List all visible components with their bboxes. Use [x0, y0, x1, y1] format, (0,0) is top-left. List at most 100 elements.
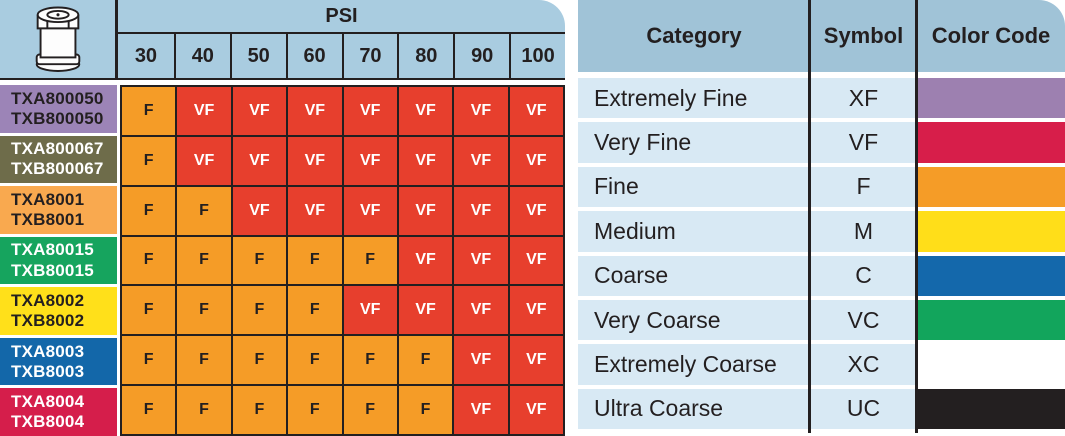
nozzle-row-label: TXA8001 TXB8001	[0, 186, 117, 237]
droplet-cell-90psi: VF	[453, 235, 509, 286]
psi-col-80: 80	[397, 34, 453, 78]
droplet-cell-80psi: VF	[397, 185, 454, 236]
droplet-cell-60psi: F	[287, 335, 343, 386]
legend-category: Coarse	[578, 255, 810, 296]
droplet-cell-60psi: F	[287, 235, 343, 286]
psi-col-50: 50	[229, 34, 286, 78]
nozzle-row-label: TXA800050 TXB800050	[0, 85, 117, 136]
nozzle-cell	[0, 0, 115, 80]
psi-col-90: 90	[453, 34, 509, 78]
psi-col-100: 100	[509, 34, 565, 78]
droplet-cell-70psi: F	[342, 335, 398, 386]
droplet-cell-90psi: VF	[453, 285, 509, 336]
droplet-cell-100psi: VF	[508, 285, 564, 336]
column-divider-category-symbol	[808, 0, 811, 433]
droplet-cell-80psi: VF	[397, 285, 454, 336]
legend-symbol: XC	[810, 344, 917, 385]
psi-header-area: PSI 30 40 50 60 70 80 90 100	[115, 0, 565, 80]
droplet-cell-40psi: F	[176, 185, 232, 236]
droplet-cell-70psi: VF	[342, 135, 398, 186]
legend-category: Fine	[578, 166, 810, 208]
nozzle-label-column: TXA800050 TXB800050 TXA800067 TXB800067 TXA8…	[0, 85, 117, 436]
droplet-cell-100psi: VF	[508, 185, 564, 236]
legend-row: Medium M	[578, 211, 1065, 252]
legend-color-swatch	[917, 388, 1065, 429]
droplet-cell-90psi: VF	[453, 135, 509, 186]
droplet-cell-30psi: F	[121, 235, 177, 286]
legend-symbol: XF	[810, 78, 917, 119]
droplet-cell-80psi: VF	[397, 235, 454, 286]
droplet-cell-50psi: VF	[231, 185, 288, 236]
droplet-cell-80psi: VF	[397, 86, 454, 136]
droplet-cell-100psi: VF	[508, 335, 564, 386]
nozzle-code: TXB8004	[11, 412, 85, 432]
legend-row: Very Coarse VC	[578, 299, 1065, 341]
legend-table: Category Symbol Color Code Extremely Fin…	[578, 0, 1065, 436]
droplet-cell-50psi: F	[231, 285, 288, 336]
droplet-cell-80psi: F	[397, 385, 454, 435]
legend-header: Category Symbol Color Code	[578, 0, 1065, 72]
legend-color-swatch	[917, 255, 1065, 296]
nozzle-code: TXB8002	[11, 311, 85, 331]
nozzle-row-label: TXA8002 TXB8002	[0, 287, 117, 338]
psi-table-header: PSI 30 40 50 60 70 80 90 100	[0, 0, 565, 80]
psi-col-30: 30	[134, 44, 158, 67]
nozzle-row-label: TXA800067 TXB800067	[0, 135, 117, 187]
legend-row: Ultra Coarse UC	[578, 388, 1065, 429]
droplet-cell-70psi: VF	[342, 86, 398, 136]
legend-row: Extremely Coarse XC	[578, 344, 1065, 385]
legend-color-swatch	[917, 78, 1065, 119]
droplet-cell-60psi: VF	[287, 135, 343, 186]
legend-category: Extremely Fine	[578, 78, 810, 119]
droplet-cell-100psi: VF	[508, 86, 564, 136]
nozzle-row-label: TXA8003 TXB8003	[0, 337, 117, 389]
droplet-cell-80psi: F	[397, 335, 454, 386]
droplet-cell-100psi: VF	[508, 235, 564, 286]
droplet-cell-60psi: VF	[287, 185, 343, 236]
legend-symbol: VC	[810, 299, 917, 341]
droplet-cell-100psi: VF	[508, 385, 564, 435]
droplet-cell-40psi: VF	[176, 86, 232, 136]
nozzle-code: TXB800050	[11, 108, 104, 128]
psi-table-body: TXA800050 TXB800050 TXA800067 TXB800067 TXA8…	[0, 85, 565, 436]
droplet-cell-90psi: VF	[453, 86, 509, 136]
droplet-cell-40psi: F	[176, 385, 232, 435]
legend-color-swatch	[917, 299, 1065, 341]
droplet-cell-50psi: VF	[231, 86, 288, 136]
nozzle-code: TXB8003	[11, 361, 85, 381]
legend-color-swatch	[917, 211, 1065, 252]
droplet-cell-100psi: VF	[508, 135, 564, 186]
legend-symbol: VF	[810, 122, 917, 163]
droplet-cell-70psi: F	[342, 235, 398, 286]
legend-category: Medium	[578, 211, 810, 252]
nozzle-code: TXA8004	[11, 392, 85, 412]
nozzle-code: TXB8001	[11, 209, 85, 229]
nozzle-code: TXB800067	[11, 159, 104, 179]
droplet-cell-30psi: F	[121, 335, 177, 386]
legend-row: Fine F	[578, 166, 1065, 208]
legend-row: Very Fine VF	[578, 122, 1065, 163]
droplet-cell-30psi: F	[121, 185, 177, 236]
droplet-cell-40psi: VF	[176, 135, 232, 186]
legend-color-swatch	[917, 344, 1065, 385]
droplet-cell-70psi: F	[342, 385, 398, 435]
legend-symbol: F	[810, 166, 917, 208]
nozzle-code: TXA8001	[11, 189, 85, 209]
legend-symbol: UC	[810, 388, 917, 429]
legend-row: Coarse C	[578, 255, 1065, 296]
nozzle-code: TXA80015	[11, 240, 94, 260]
droplet-cell-70psi: VF	[342, 285, 398, 336]
droplet-grid: F VF VF VF VF VF VF VF F VF VF VF VF VF VF VF F F VF VF VF VF…	[120, 85, 565, 436]
droplet-cell-50psi: F	[231, 385, 288, 435]
droplet-cell-90psi: VF	[453, 335, 509, 386]
psi-col-70: 70	[341, 34, 398, 78]
droplet-cell-60psi: F	[287, 385, 343, 435]
psi-col-40: 40	[173, 34, 230, 78]
droplet-cell-30psi: F	[121, 135, 177, 186]
legend-symbol: C	[810, 255, 917, 296]
legend-body: Extremely Fine XF Very Fine VF Fine F Medium M C…	[578, 78, 1065, 429]
psi-col-60: 60	[285, 34, 342, 78]
legend-row: Extremely Fine XF	[578, 78, 1065, 119]
droplet-cell-50psi: F	[231, 235, 288, 286]
